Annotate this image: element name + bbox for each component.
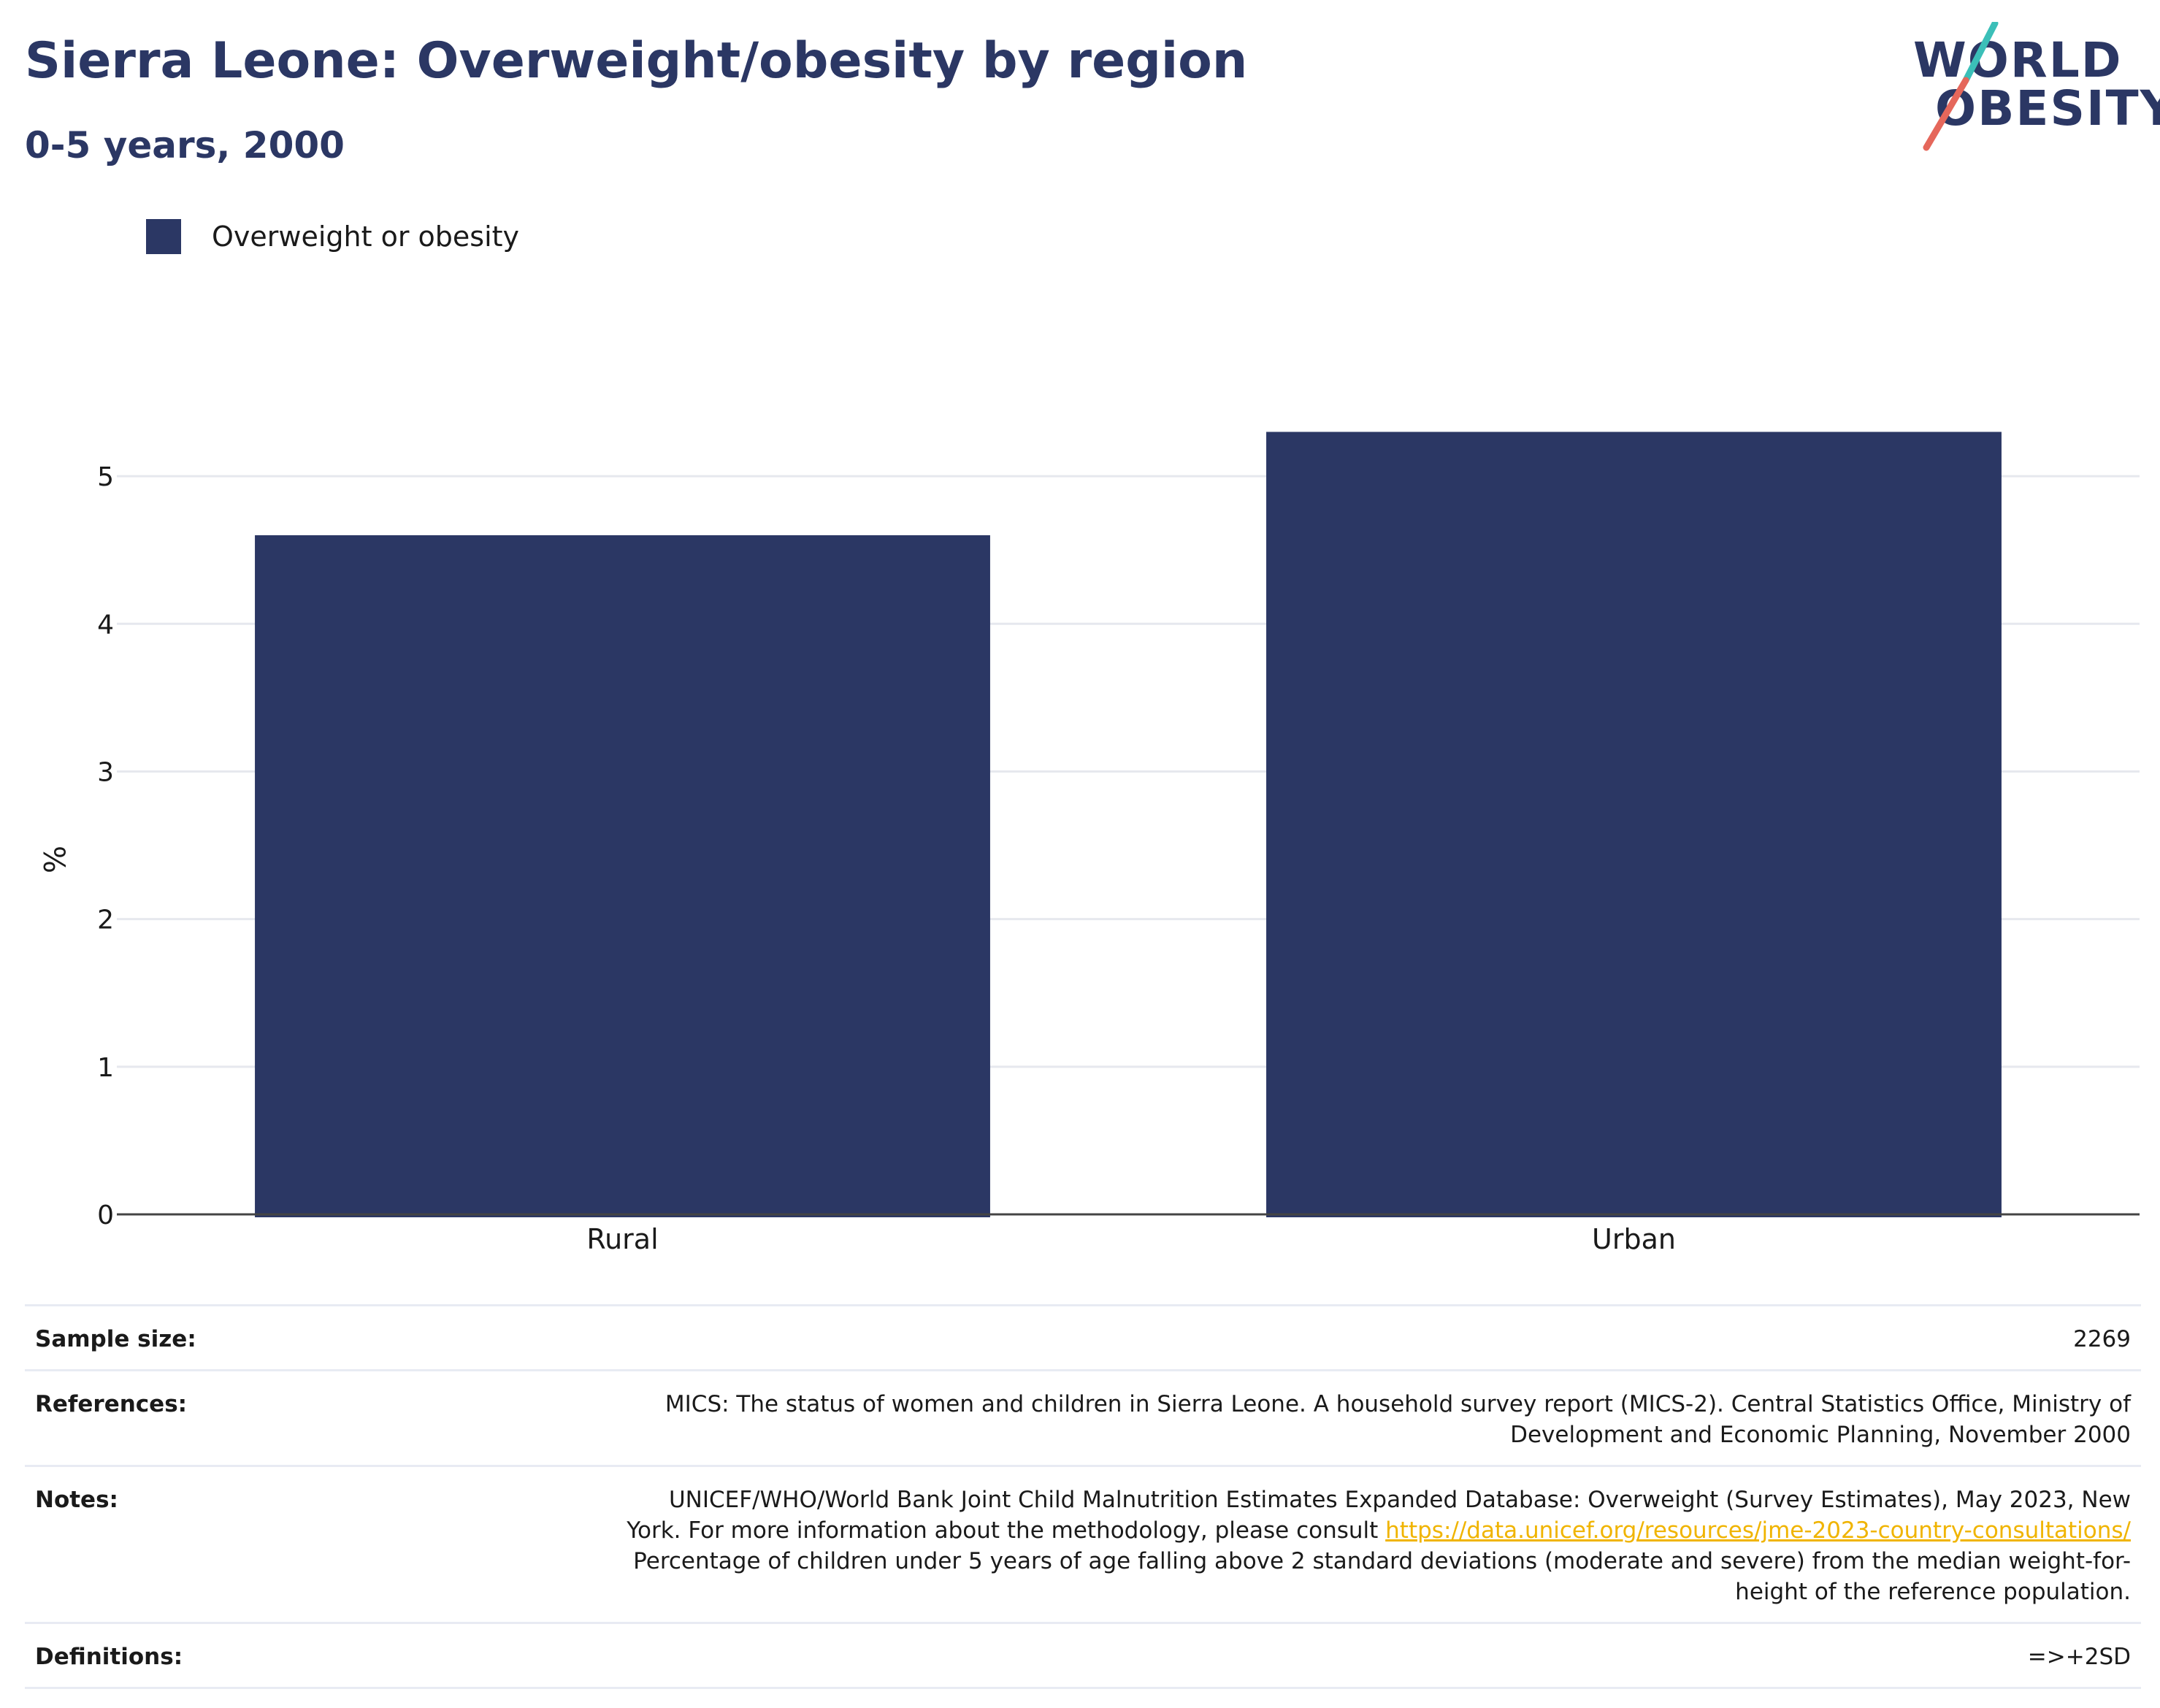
- references-value: MICS: The status of women and children i…: [410, 1369, 2141, 1466]
- references-label: References:: [25, 1369, 410, 1466]
- references-line1: MICS: The status of women and children i…: [665, 1391, 2131, 1417]
- y-tick-label: 2: [97, 905, 114, 935]
- notes-value: UNICEF/WHO/World Bank Joint Child Malnut…: [410, 1465, 2141, 1623]
- bar-rural[interactable]: [255, 535, 990, 1217]
- references-row: References: MICS: The status of women an…: [25, 1369, 2141, 1466]
- x-tick-label: Rural: [586, 1223, 658, 1255]
- notes-line1: UNICEF/WHO/World Bank Joint Child Malnut…: [668, 1487, 2131, 1513]
- legend: Overweight or obesity: [146, 219, 519, 254]
- notes-label: Notes:: [25, 1465, 410, 1623]
- y-tick-label: 3: [97, 757, 114, 787]
- y-tick-label: 0: [97, 1200, 114, 1230]
- bar-chart: 0 1 2 3 4 5 Rural Urban %: [37, 432, 2140, 1255]
- info-table: Sample size: 2269 References: MICS: The …: [25, 1304, 2141, 1689]
- world-obesity-logo: WORLD OBESITY: [1906, 22, 2160, 153]
- notes-line3: Percentage of children under 5 years of …: [633, 1548, 2131, 1574]
- references-line2: Development and Economic Planning, Novem…: [1510, 1422, 2131, 1448]
- logo-line2: OBESITY: [1935, 80, 2160, 137]
- legend-swatch: [146, 219, 181, 254]
- notes-line4: height of the reference population.: [1735, 1579, 2131, 1605]
- notes-line2: York. For more information about the met…: [627, 1517, 1386, 1544]
- y-tick-label: 5: [97, 462, 114, 492]
- notes-row: Notes: UNICEF/WHO/World Bank Joint Child…: [25, 1465, 2141, 1623]
- definitions-value: =>+2SD: [410, 1622, 2141, 1689]
- x-tick-label: Urban: [1592, 1223, 1676, 1255]
- y-tick-label: 1: [97, 1053, 114, 1083]
- logo-line1: WORLD: [1913, 32, 2123, 88]
- bars: [255, 432, 2002, 1218]
- chart-subtitle: 0-5 years, 2000: [25, 124, 345, 166]
- x-tick-labels: Rural Urban: [586, 1223, 1676, 1255]
- y-tick-labels: 0 1 2 3 4 5: [97, 462, 114, 1230]
- definitions-label: Definitions:: [25, 1622, 410, 1689]
- definitions-row: Definitions: =>+2SD: [25, 1622, 2141, 1689]
- methodology-link[interactable]: https://data.unicef.org/resources/jme-20…: [1385, 1517, 2131, 1544]
- sample-size-value: 2269: [410, 1304, 2141, 1371]
- chart-title: Sierra Leone: Overweight/obesity by regi…: [25, 32, 1248, 90]
- logo-slash-icon: [1923, 22, 1999, 151]
- legend-label: Overweight or obesity: [212, 221, 520, 253]
- y-tick-label: 4: [97, 610, 114, 640]
- sample-size-label: Sample size:: [25, 1304, 410, 1371]
- sample-size-row: Sample size: 2269: [25, 1304, 2141, 1371]
- y-axis-label: %: [37, 846, 70, 873]
- bar-urban[interactable]: [1266, 432, 2002, 1218]
